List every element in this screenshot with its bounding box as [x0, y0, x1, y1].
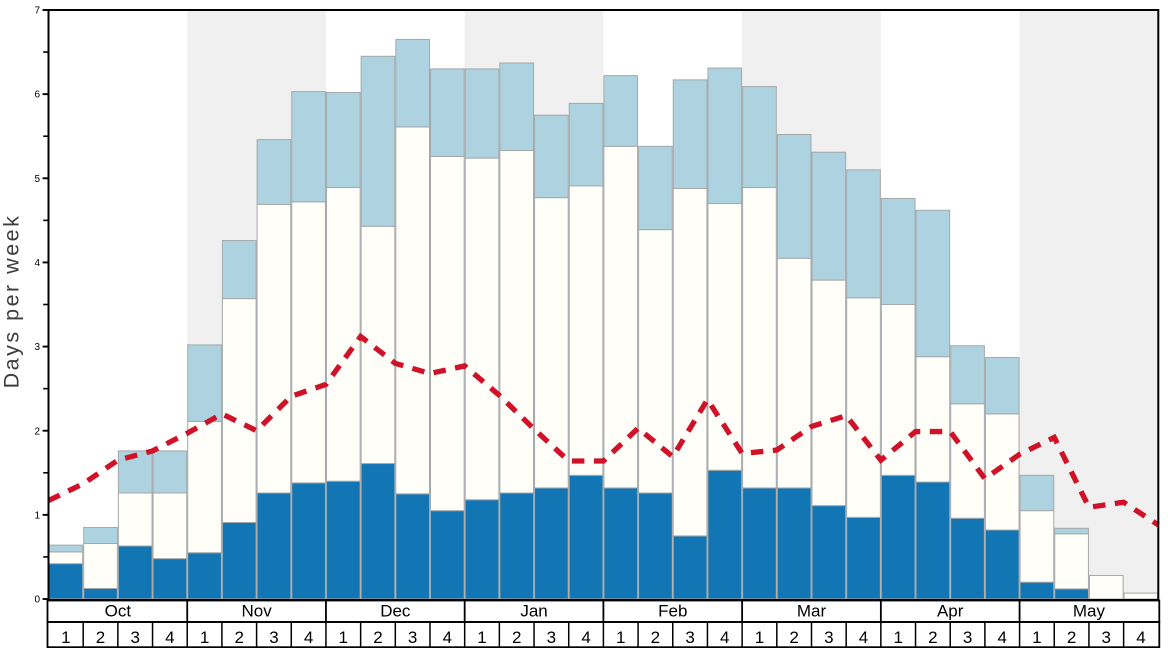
svg-text:0: 0: [34, 595, 40, 606]
svg-text:2: 2: [789, 628, 798, 647]
svg-text:2: 2: [1067, 628, 1076, 647]
svg-text:3: 3: [685, 628, 694, 647]
svg-text:2: 2: [928, 628, 937, 647]
svg-text:Mar: Mar: [797, 601, 827, 620]
svg-text:5: 5: [34, 174, 40, 185]
svg-text:1: 1: [893, 628, 902, 647]
svg-text:4: 4: [581, 628, 590, 647]
svg-text:4: 4: [997, 628, 1006, 647]
svg-text:Feb: Feb: [658, 601, 687, 620]
svg-text:2: 2: [512, 628, 521, 647]
svg-text:Dec: Dec: [380, 601, 411, 620]
svg-text:2: 2: [235, 628, 244, 647]
svg-text:1: 1: [616, 628, 625, 647]
svg-text:1: 1: [477, 628, 486, 647]
svg-text:May: May: [1073, 601, 1106, 620]
svg-text:Apr: Apr: [937, 601, 964, 620]
svg-text:Jan: Jan: [520, 601, 547, 620]
svg-text:2: 2: [96, 628, 105, 647]
svg-text:2: 2: [651, 628, 660, 647]
svg-text:4: 4: [720, 628, 729, 647]
svg-text:1: 1: [200, 628, 209, 647]
svg-text:4: 4: [443, 628, 452, 647]
svg-text:3: 3: [34, 342, 40, 353]
svg-text:3: 3: [269, 628, 278, 647]
svg-text:Days per week: Days per week: [0, 214, 24, 389]
svg-text:3: 3: [547, 628, 556, 647]
svg-text:3: 3: [130, 628, 139, 647]
svg-text:4: 4: [165, 628, 174, 647]
svg-text:1: 1: [1032, 628, 1041, 647]
svg-text:4: 4: [34, 258, 40, 269]
svg-text:3: 3: [963, 628, 972, 647]
svg-text:4: 4: [304, 628, 313, 647]
svg-text:4: 4: [859, 628, 868, 647]
svg-text:1: 1: [61, 628, 70, 647]
svg-text:Oct: Oct: [105, 601, 132, 620]
svg-text:6: 6: [34, 90, 40, 101]
svg-text:1: 1: [34, 510, 40, 521]
svg-text:3: 3: [1102, 628, 1111, 647]
svg-text:7: 7: [34, 6, 40, 17]
svg-text:Nov: Nov: [241, 601, 272, 620]
svg-text:2: 2: [373, 628, 382, 647]
svg-text:1: 1: [339, 628, 348, 647]
svg-text:3: 3: [824, 628, 833, 647]
svg-text:4: 4: [1136, 628, 1145, 647]
svg-text:3: 3: [408, 628, 417, 647]
svg-text:1: 1: [755, 628, 764, 647]
svg-text:2: 2: [34, 426, 40, 437]
